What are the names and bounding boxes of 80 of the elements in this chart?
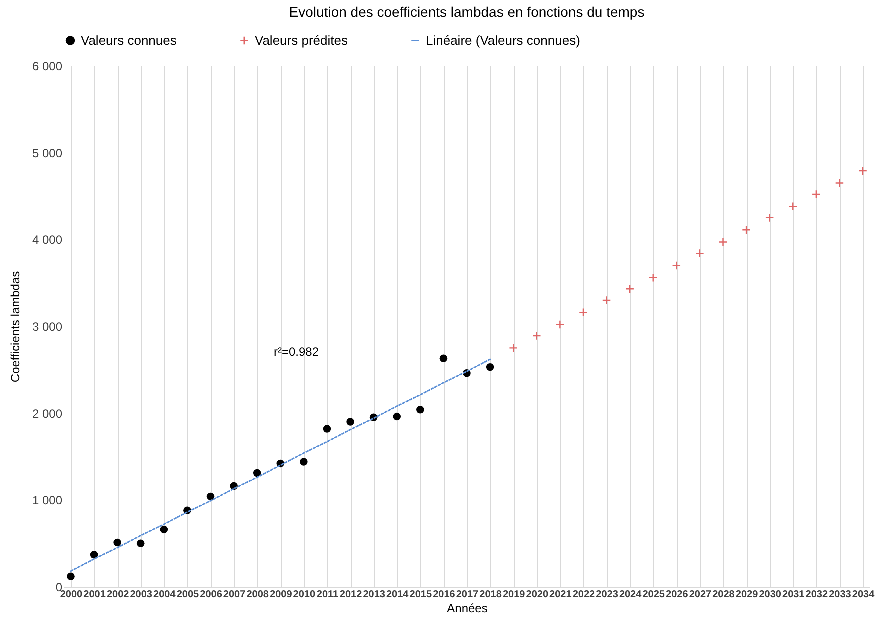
x-tick-label: 2013 xyxy=(363,590,386,600)
x-tick-label: 2015 xyxy=(410,590,432,600)
point xyxy=(648,273,658,282)
point xyxy=(114,538,122,547)
x-tick-label: 2032 xyxy=(806,590,828,600)
x-tick-label: 2034 xyxy=(852,590,876,600)
x-axis-title: Années xyxy=(447,602,488,616)
point xyxy=(509,344,518,353)
x-tick-label: 2027 xyxy=(689,590,712,600)
y-tick-label: 1 000 xyxy=(32,494,63,508)
point xyxy=(695,249,704,258)
x-tick-label: 2024 xyxy=(619,590,642,600)
point xyxy=(579,308,588,318)
x-tick-label: 2022 xyxy=(572,590,596,600)
y-tick-label: 0 xyxy=(56,580,63,594)
x-tick-label: 2018 xyxy=(480,590,502,600)
x-tick-label: 2028 xyxy=(712,590,736,600)
point xyxy=(346,418,354,426)
x-tick-label: 2007 xyxy=(223,590,246,600)
x-tick-label: 2014 xyxy=(386,590,410,600)
x-tick-label: 2009 xyxy=(270,590,293,600)
point xyxy=(626,284,635,294)
x-tick-label: 2025 xyxy=(642,590,666,600)
point xyxy=(206,492,215,501)
point xyxy=(765,213,774,222)
x-tick-label: 2011 xyxy=(316,590,340,600)
y-tick-label: 2 000 xyxy=(32,406,63,421)
y-tick-label: 3 000 xyxy=(32,320,63,334)
point xyxy=(788,202,798,212)
annotation: r²=0.982 xyxy=(274,345,320,359)
point xyxy=(556,320,565,330)
x-tick-label: 2002 xyxy=(106,590,130,600)
point xyxy=(416,406,424,414)
line-series xyxy=(70,358,492,572)
x-tick-label: 2012 xyxy=(340,590,363,600)
x-tick-label: 2021 xyxy=(550,590,572,600)
x-tick-label: 2033 xyxy=(829,590,852,600)
y-tick-label: 6 000 xyxy=(32,60,63,74)
point xyxy=(718,238,728,247)
legend-label: Linéaire (Valeurs connues) xyxy=(426,32,580,48)
chart-title: Evolution des coefficients lambdas en fonctions du temps xyxy=(289,4,645,20)
y-axis-title: Coefficients lambdas xyxy=(8,271,22,383)
legend-label: Valeurs prédites xyxy=(255,32,348,48)
x-tick-label: 2004 xyxy=(154,590,176,600)
point xyxy=(812,190,821,199)
point xyxy=(602,296,612,305)
point xyxy=(253,469,262,478)
point xyxy=(90,551,98,559)
y-tick-label: 5 000 xyxy=(32,146,63,160)
point xyxy=(440,354,448,362)
point xyxy=(742,226,752,235)
x-tick-label: 2026 xyxy=(666,590,689,600)
x-tick-label: 2010 xyxy=(293,590,316,600)
legend-label: Valeurs connues xyxy=(81,32,178,48)
point xyxy=(835,178,844,188)
x-tick-label: 2019 xyxy=(502,590,526,600)
point xyxy=(486,363,494,372)
x-tick-label: 2020 xyxy=(526,590,549,600)
x-tick-label: 2017 xyxy=(456,590,480,600)
point xyxy=(858,166,868,176)
point xyxy=(67,572,75,580)
point xyxy=(393,412,401,421)
point xyxy=(532,332,542,341)
x-tick-label: 2029 xyxy=(736,590,759,600)
point xyxy=(323,425,332,433)
x-tick-label: 2023 xyxy=(596,590,619,600)
x-tick-label: 2003 xyxy=(130,590,153,600)
x-tick-label: 2031 xyxy=(782,590,806,600)
point xyxy=(137,540,145,548)
x-tick-label: 2006 xyxy=(200,590,223,600)
x-tick-label: 2001 xyxy=(84,590,106,600)
point xyxy=(672,261,682,270)
x-tick-label: 2000 xyxy=(60,590,84,600)
x-tick-label: 2016 xyxy=(433,590,456,600)
x-tick-label: 2008 xyxy=(246,590,270,600)
y-tick-label: 4 000 xyxy=(32,233,63,248)
point xyxy=(160,526,168,534)
x-tick-label: 2030 xyxy=(759,590,782,600)
point xyxy=(300,458,308,466)
x-tick-label: 2005 xyxy=(176,590,200,600)
